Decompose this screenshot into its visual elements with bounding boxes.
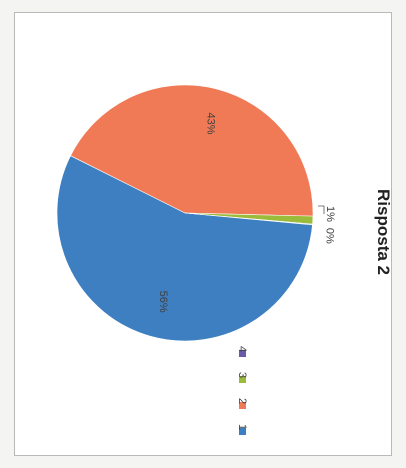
- data-label-2: 43%: [204, 113, 216, 135]
- data-labels: 56% 43% 1% 0%: [157, 113, 336, 313]
- pie-slice-2: [70, 84, 314, 217]
- legend-label-1: 1: [236, 424, 248, 430]
- pie-slice-4: [184, 212, 313, 226]
- legend-label-3: 3: [236, 372, 248, 378]
- leader-line: [318, 205, 325, 214]
- legend-label-4: 4: [236, 346, 248, 352]
- legend: 1 2 3 4: [236, 346, 248, 435]
- chart-title: Risposta 2: [374, 189, 393, 275]
- legend-item-1: 1: [236, 424, 248, 435]
- legend-swatch-3: [239, 376, 246, 383]
- legend-swatch-2: [239, 402, 246, 409]
- legend-item-2: 2: [236, 398, 248, 409]
- legend-label-2: 2: [236, 398, 248, 404]
- legend-swatch-4: [239, 350, 246, 357]
- legend-item-3: 3: [236, 372, 248, 383]
- data-label-4: 0%: [323, 228, 335, 244]
- data-label-3: 1%: [324, 206, 336, 222]
- data-label-1: 56%: [157, 291, 169, 313]
- pie-slices: [56, 84, 314, 342]
- pie-slice-1: [56, 155, 313, 342]
- legend-swatch-1: [239, 428, 246, 435]
- legend-item-4: 4: [236, 346, 248, 357]
